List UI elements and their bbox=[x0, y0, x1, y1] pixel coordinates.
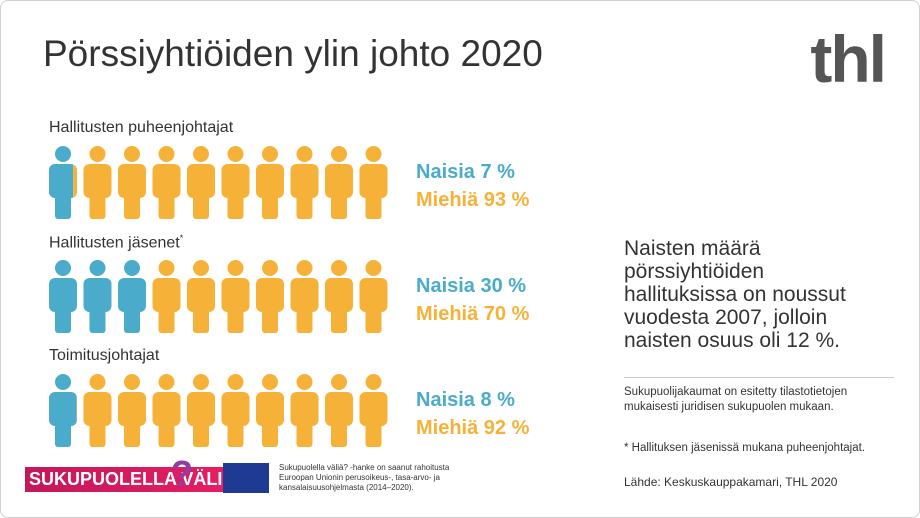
group-title: Hallitusten jäsenet* bbox=[49, 233, 183, 252]
men-label: Miehiä 92 % bbox=[416, 417, 530, 439]
men-share bbox=[152, 260, 394, 335]
group-title-text: Hallitusten jäsenet bbox=[49, 234, 180, 252]
eu-flag bbox=[223, 463, 269, 493]
men-label: Miehiä 70 % bbox=[416, 303, 530, 325]
project-logo: SUKUPUOLELLA VÄLIÄ bbox=[25, 467, 240, 492]
women-label: Naisia 30 % bbox=[416, 275, 527, 297]
women-share bbox=[49, 374, 77, 449]
logo: thl bbox=[810, 22, 887, 96]
divider bbox=[624, 377, 894, 378]
pictogram-row bbox=[49, 374, 394, 449]
group-title-text: Toimitusjohtajat bbox=[49, 347, 160, 364]
title: Pörssiyhtiöiden ylin johto 2020 bbox=[43, 33, 543, 74]
note: Sukupuolijakaumat on esitetty tilastotie… bbox=[624, 386, 848, 413]
highlight-text: Naisten määrä pörssiyhtiöiden hallituksi… bbox=[624, 237, 846, 352]
women-label: Naisia 8 % bbox=[416, 389, 515, 411]
pictogram-row bbox=[49, 260, 394, 335]
note: * Hallituksen jäsenissä mukana puheenjoh… bbox=[624, 442, 866, 454]
source: Lähde: Keskuskauppakamari, THL 2020 bbox=[624, 475, 838, 489]
pictogram-row bbox=[49, 146, 395, 221]
footnote-marker: * bbox=[179, 233, 184, 243]
project-mark: ? bbox=[171, 453, 193, 494]
women-share bbox=[49, 146, 74, 221]
funding-text: Sukupuolella väliä? -hanke on saanut rah… bbox=[279, 463, 450, 492]
men-share bbox=[73, 146, 395, 221]
men-label: Miehiä 93 % bbox=[416, 189, 530, 211]
group-title: Hallitusten puheenjohtajat bbox=[49, 119, 233, 137]
group-title-text: Hallitusten puheenjohtajat bbox=[49, 119, 234, 136]
men-share bbox=[76, 374, 394, 449]
women-share bbox=[49, 260, 153, 335]
women-label: Naisia 7 % bbox=[416, 161, 515, 183]
group-title: Toimitusjohtajat bbox=[49, 347, 159, 365]
